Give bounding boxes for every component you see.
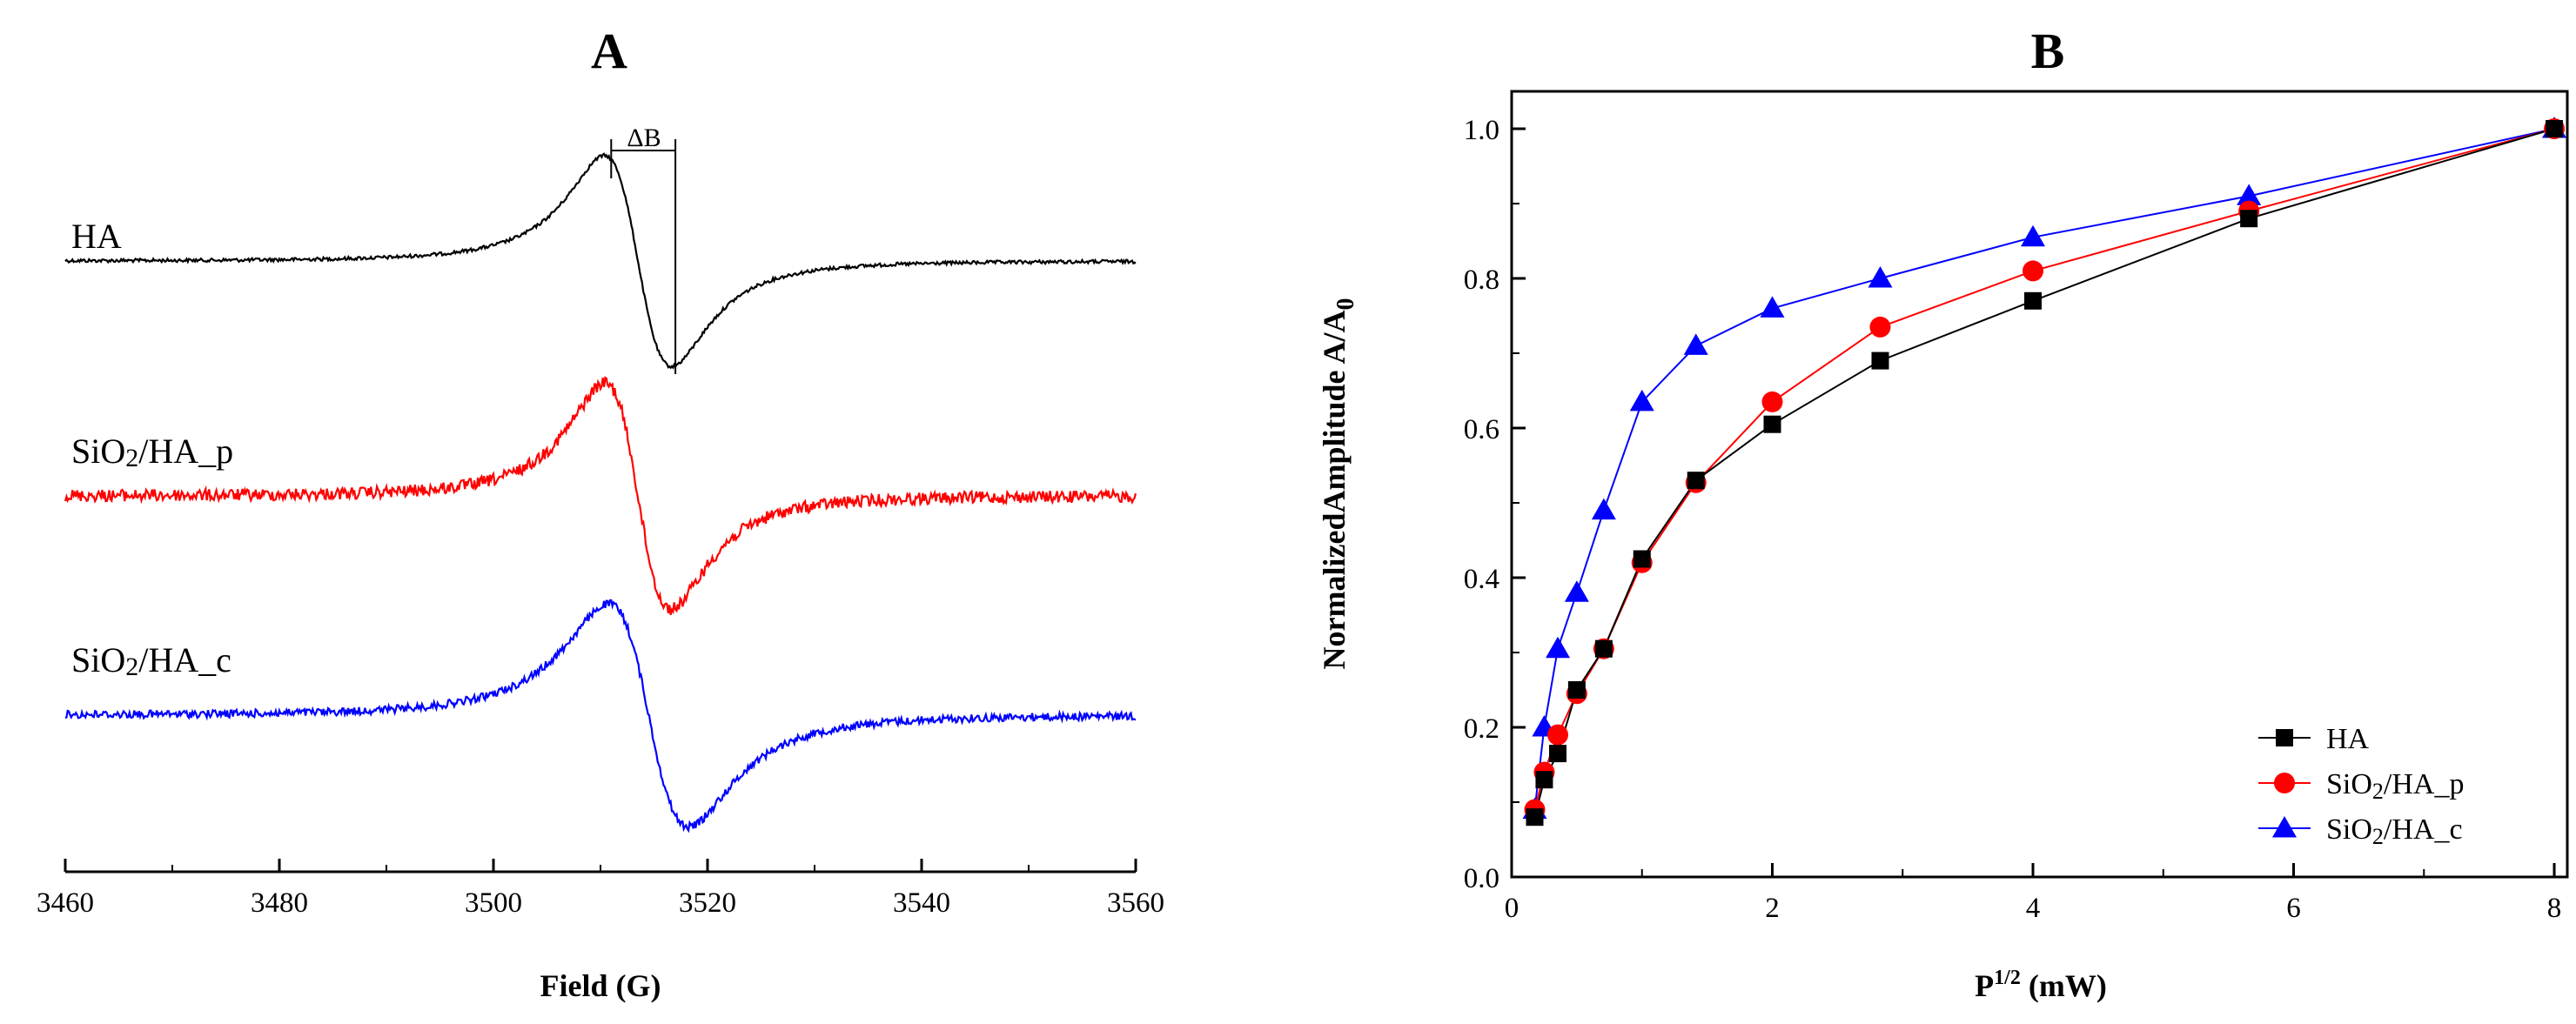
data-point-ha xyxy=(1763,415,1781,433)
data-point-ha xyxy=(1633,550,1651,568)
panel-b-y-tick-label: 0.6 xyxy=(1464,414,1499,445)
delta-b-annotation xyxy=(610,139,677,374)
legend-label-sio2-ha-p: SiO2/HA_p xyxy=(2326,768,2464,804)
trace-sio2-ha-c xyxy=(64,599,1137,833)
data-point-sio2-ha-c xyxy=(2237,184,2262,205)
data-point-sio2-ha-c xyxy=(2021,224,2046,247)
panel-a-x-tick-label: 3500 xyxy=(465,887,522,919)
data-point-sio2-ha-p xyxy=(1869,316,1891,338)
panel-b-x-tick-label: 4 xyxy=(2026,893,2041,924)
panel-b-x-axis-title: P1/2 (mW) xyxy=(1975,967,2107,1003)
series-line-sio2-ha-c xyxy=(1533,128,2555,810)
panel-a: A 3460 3480 3500 3520 3540 3560 Field (G) HA … xyxy=(37,23,1164,1003)
data-point-ha xyxy=(1549,745,1567,763)
panel-b-series xyxy=(1522,117,2567,827)
panel-b-title: B xyxy=(2031,23,2065,79)
data-point-ha xyxy=(1526,808,1544,827)
panel-a-x-tick-label: 3460 xyxy=(37,887,94,919)
panel-a-x-tick-label: 3480 xyxy=(251,887,308,919)
data-point-sio2-ha-c xyxy=(1868,266,1893,288)
trace-sio2-ha-p xyxy=(64,376,1137,616)
data-point-ha xyxy=(1567,681,1586,699)
panel-b-y-tick-label: 1.0 xyxy=(1464,115,1499,146)
panel-b-y-axis-title: NormalizedAmplitude A/A0 xyxy=(1317,298,1359,670)
panel-b-x-tick-label: 2 xyxy=(1765,893,1780,924)
data-point-ha xyxy=(2546,120,2564,137)
panel-b-x-tick-label: 8 xyxy=(2547,893,2562,924)
panel-b-legend: HA SiO2/HA_p SiO2/HA_c xyxy=(2258,723,2464,849)
panel-b-y-tick-label: 0.4 xyxy=(1464,564,1499,595)
legend-marker-sio2-ha-p xyxy=(2274,773,2295,793)
data-point-ha xyxy=(1535,771,1553,789)
data-point-sio2-ha-c xyxy=(1546,636,1571,659)
data-point-ha xyxy=(1871,351,1889,370)
panel-a-x-tick-label: 3560 xyxy=(1107,887,1164,919)
series-line-sio2-ha-p xyxy=(1533,128,2555,810)
panel-a-title: A xyxy=(591,23,627,79)
data-point-sio2-ha-c xyxy=(1629,389,1654,412)
data-point-sio2-ha-p xyxy=(2023,260,2044,282)
trace-ha xyxy=(64,152,1137,370)
panel-b: B 0 2 4 6 8 0.0 0.2 0.4 0.6 0.8 1.0 P1/2 (mW) Norm… xyxy=(1317,23,2569,1003)
data-point-ha xyxy=(2024,291,2043,310)
data-point-sio2-ha-p xyxy=(1761,391,1783,412)
trace-label-ha: HA xyxy=(71,217,122,256)
panel-a-traces xyxy=(64,152,1137,833)
panel-a-x-tick-label: 3520 xyxy=(679,887,736,919)
data-point-sio2-ha-c xyxy=(1564,580,1589,602)
legend-marker-sio2-ha-c xyxy=(2272,816,2297,838)
panel-b-plot-frame xyxy=(1510,90,2569,879)
trace-label-sio2-ha-c: SiO2/HA_c xyxy=(71,640,231,681)
trace-label-sio2-ha-p: SiO2/HA_p xyxy=(71,432,233,472)
legend-label-sio2-ha-c: SiO2/HA_c xyxy=(2326,813,2463,849)
data-point-sio2-ha-c xyxy=(1760,296,1785,318)
data-point-sio2-ha-c xyxy=(1591,498,1616,520)
panel-a-x-ticks: 3460 3480 3500 3520 3540 3560 xyxy=(37,859,1164,919)
legend-marker-ha xyxy=(2276,729,2293,746)
panel-b-y-tick-label: 0.0 xyxy=(1464,863,1499,894)
data-point-sio2-ha-c xyxy=(1683,333,1708,355)
panel-a-x-tick-label: 3540 xyxy=(893,887,950,919)
panel-b-ticks: 0 2 4 6 8 0.0 0.2 0.4 0.6 0.8 1.0 xyxy=(1464,115,2562,924)
delta-b-label: ΔB xyxy=(627,124,661,152)
panel-b-y-tick-label: 0.8 xyxy=(1464,264,1499,296)
data-point-ha xyxy=(1687,472,1705,490)
data-point-ha xyxy=(1594,639,1613,658)
panel-b-y-tick-label: 0.2 xyxy=(1464,713,1499,745)
panel-b-x-tick-label: 0 xyxy=(1505,893,1519,924)
panel-b-x-tick-label: 6 xyxy=(2286,893,2301,924)
data-point-sio2-ha-p xyxy=(1547,724,1569,746)
data-point-ha xyxy=(2240,210,2258,228)
legend-label-ha: HA xyxy=(2326,723,2370,755)
panel-a-x-axis-title: Field (G) xyxy=(540,968,661,1003)
